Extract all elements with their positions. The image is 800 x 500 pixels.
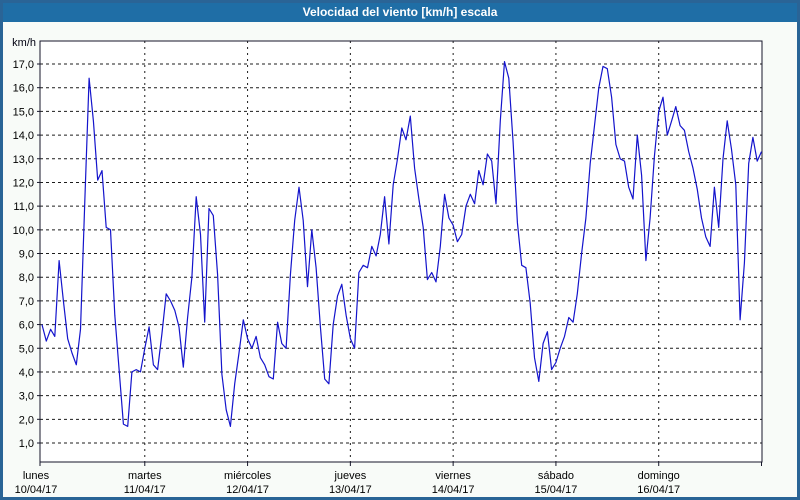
y-tick-label: 1,0 bbox=[19, 438, 34, 450]
page-title: Velocidad del viento [km/h] escala bbox=[302, 5, 498, 19]
y-tick-label: 2,0 bbox=[19, 414, 34, 426]
x-day-label: miércoles bbox=[224, 470, 272, 482]
x-date-label: 14/04/17 bbox=[432, 484, 475, 496]
y-tick-label: 5,0 bbox=[19, 343, 34, 355]
y-tick-label: 12,0 bbox=[13, 177, 34, 189]
y-axis-unit-label: km/h bbox=[12, 37, 36, 49]
x-day-label: jueves bbox=[333, 470, 366, 482]
x-date-label: 12/04/17 bbox=[226, 484, 269, 496]
x-date-label: 16/04/17 bbox=[637, 484, 680, 496]
y-tick-label: 10,0 bbox=[13, 225, 34, 237]
x-date-label: 15/04/17 bbox=[535, 484, 578, 496]
x-day-label: viernes bbox=[435, 470, 471, 482]
plot-area bbox=[40, 41, 762, 462]
x-day-label: sábado bbox=[538, 470, 574, 482]
y-tick-label: 8,0 bbox=[19, 272, 34, 284]
y-tick-label: 17,0 bbox=[13, 59, 34, 71]
x-date-label: 11/04/17 bbox=[124, 484, 166, 496]
y-tick-label: 11,0 bbox=[13, 201, 34, 213]
y-tick-label: 16,0 bbox=[13, 83, 34, 95]
x-day-label: domingo bbox=[638, 470, 680, 482]
y-tick-label: 4,0 bbox=[19, 367, 34, 379]
y-tick-label: 13,0 bbox=[13, 154, 34, 166]
title-bar: Velocidad del viento [km/h] escala bbox=[3, 3, 797, 22]
y-tick-label: 3,0 bbox=[19, 391, 34, 403]
x-day-label: lunes bbox=[23, 470, 50, 482]
x-date-label: 13/04/17 bbox=[329, 484, 372, 496]
x-date-label: 10/04/17 bbox=[15, 484, 58, 496]
y-tick-label: 6,0 bbox=[19, 320, 34, 332]
y-tick-label: 14,0 bbox=[13, 130, 34, 142]
plot-border bbox=[39, 40, 763, 463]
x-day-label: martes bbox=[128, 470, 162, 482]
y-tick-label: 15,0 bbox=[13, 106, 34, 118]
y-tick-label: 7,0 bbox=[19, 296, 34, 308]
y-tick-label: 9,0 bbox=[19, 249, 34, 261]
wind-speed-line bbox=[41, 60, 763, 427]
